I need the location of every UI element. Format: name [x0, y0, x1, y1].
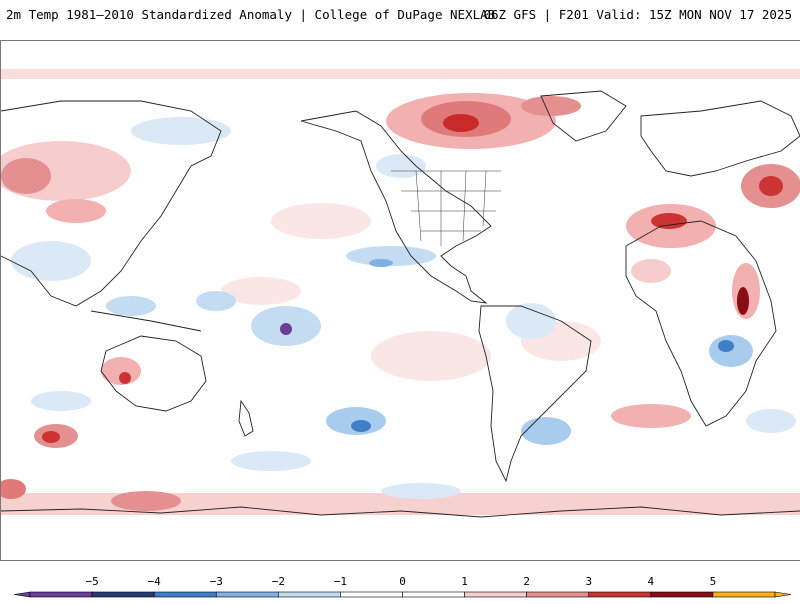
legend-tick-label: 3	[585, 575, 593, 588]
legend-tick-label: −5	[85, 575, 99, 588]
legend-tick-label: −2	[271, 575, 285, 588]
chart-title: 2m Temp 1981–2010 Standardized Anomaly |…	[6, 7, 496, 22]
legend-tick-label: 1	[461, 575, 468, 588]
anomaly-map	[0, 40, 800, 561]
legend-swatch	[588, 591, 652, 598]
legend-swatch	[464, 591, 527, 598]
legend-swatch	[153, 591, 217, 598]
legend-tick-label: −1	[333, 575, 348, 588]
warm-anomalies	[1, 93, 800, 511]
new-zealand	[238, 399, 254, 437]
legend-swatch	[91, 591, 155, 598]
australia	[100, 335, 207, 412]
legend-tick-label: 4	[647, 575, 655, 588]
asia	[1, 100, 222, 307]
legend-tick-label: −4	[147, 575, 161, 588]
legend-swatch	[340, 591, 403, 598]
legend-max-arrow	[774, 591, 792, 598]
model-run-info: 06Z GFS | F201 Valid: 15Z MON NOV 17 202…	[483, 7, 792, 22]
legend-swatch	[526, 591, 590, 598]
africa	[625, 220, 777, 427]
legend-swatch	[29, 591, 93, 598]
south-america	[478, 305, 592, 483]
legend-swatch	[278, 591, 341, 598]
us-state-borders	[391, 170, 501, 246]
legend-swatch	[650, 591, 714, 598]
europe	[640, 100, 800, 177]
legend-swatch	[712, 591, 776, 598]
north-america	[300, 110, 492, 304]
legend-swatch	[402, 591, 465, 598]
legend-min-arrow	[13, 591, 31, 598]
legend-swatch	[215, 591, 279, 598]
legend-tick-label: 5	[709, 575, 717, 588]
color-scale-legend	[0, 560, 800, 600]
south-polar-band	[1, 493, 800, 515]
legend-tick-label: −3	[209, 575, 223, 588]
greenland	[540, 90, 627, 142]
antarctica	[1, 506, 800, 518]
north-polar-band	[1, 69, 800, 79]
indonesia	[90, 310, 202, 332]
legend-tick-label: 2	[523, 575, 530, 588]
coastlines	[1, 90, 800, 518]
legend-tick-label: 0	[399, 575, 406, 588]
